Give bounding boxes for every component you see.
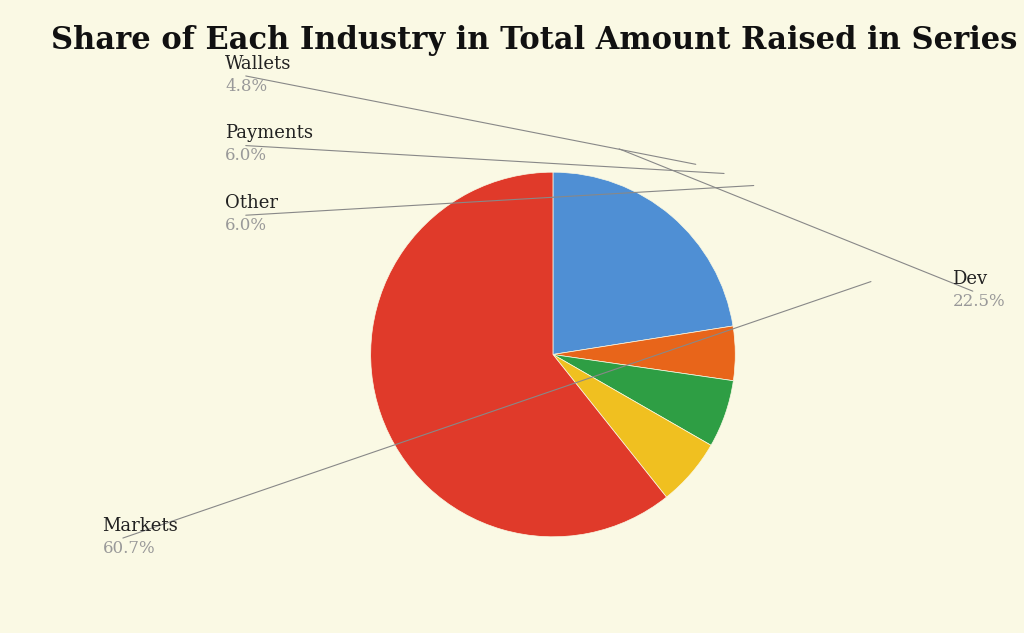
Text: Markets: Markets [102,517,178,535]
Text: 60.7%: 60.7% [102,540,155,557]
Wedge shape [371,172,667,537]
Text: Payments: Payments [225,125,313,142]
Text: Other: Other [225,194,279,212]
Text: Wallets: Wallets [225,55,292,73]
Wedge shape [553,354,711,497]
Text: Share of Each Industry in Total Amount Raised in Series A's: Share of Each Industry in Total Amount R… [51,25,1024,56]
Text: 4.8%: 4.8% [225,78,267,95]
Text: 6.0%: 6.0% [225,147,267,165]
Text: 6.0%: 6.0% [225,217,267,234]
Wedge shape [553,172,733,354]
Wedge shape [553,354,733,445]
Wedge shape [553,326,735,380]
Text: Dev: Dev [952,270,987,288]
Text: 22.5%: 22.5% [952,293,1005,310]
